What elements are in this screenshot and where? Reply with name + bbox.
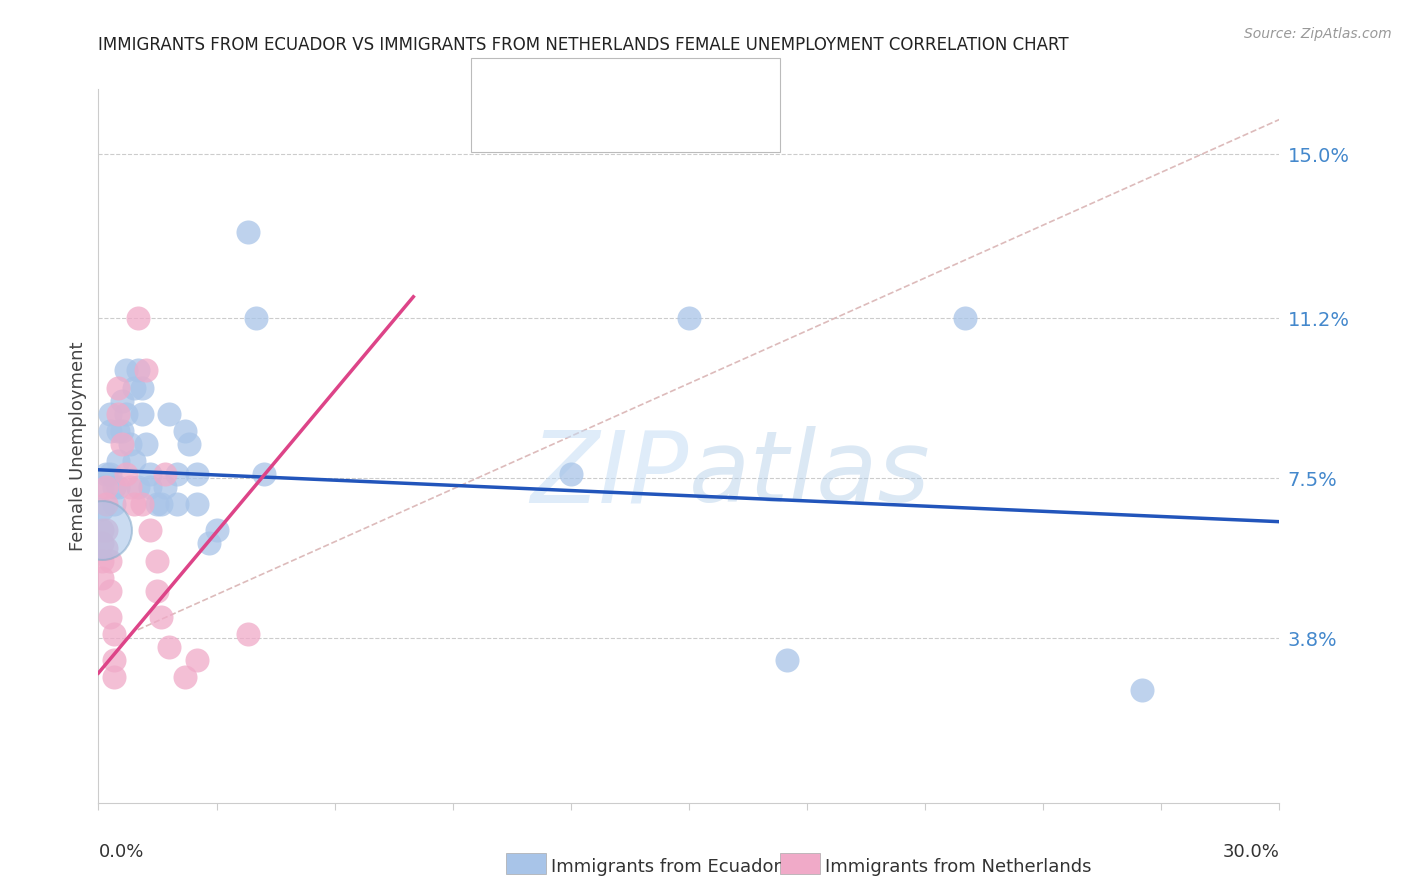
Point (197, 536, 219, 550)
Text: atlas: atlas (689, 426, 931, 523)
Point (115, 407, 138, 421)
Point (146, 497, 169, 511)
Point (166, 497, 188, 511)
Point (91, 536, 114, 550)
Point (174, 424, 197, 438)
Text: 0.0%: 0.0% (98, 843, 143, 861)
Point (166, 467, 188, 482)
Point (127, 311, 149, 326)
Point (245, 311, 267, 326)
Point (157, 407, 180, 421)
Point (103, 480, 125, 494)
Text: ZIP: ZIP (530, 426, 689, 523)
Point (98, 553, 121, 567)
Point (98, 407, 121, 421)
Point (96, 524, 118, 538)
Point (146, 583, 169, 598)
Text: Immigrants from Ecuador: Immigrants from Ecuador (551, 858, 782, 876)
Point (560, 467, 582, 482)
Text: Source: ZipAtlas.com: Source: ZipAtlas.com (1244, 27, 1392, 41)
Point (103, 670, 125, 684)
Point (98, 467, 121, 482)
Point (111, 424, 134, 438)
Point (186, 467, 208, 482)
Text: R =   0.426   N = 32: R = 0.426 N = 32 (534, 113, 717, 131)
Point (127, 363, 149, 377)
Point (253, 467, 276, 482)
Point (91, 501, 114, 516)
Point (138, 524, 160, 538)
Point (776, 653, 799, 667)
Point (131, 381, 153, 395)
Point (91, 524, 114, 538)
Point (96, 541, 118, 555)
Text: 30.0%: 30.0% (1223, 843, 1279, 861)
Point (96, 480, 118, 494)
Point (115, 363, 138, 377)
Point (678, 311, 700, 326)
Point (157, 640, 180, 654)
Point (150, 610, 173, 624)
Point (91, 571, 114, 585)
Point (115, 467, 138, 482)
Point (236, 627, 259, 641)
Point (135, 437, 157, 451)
Point (118, 480, 141, 494)
Point (146, 553, 169, 567)
Point (111, 437, 134, 451)
Point (122, 497, 145, 511)
Point (98, 610, 121, 624)
Point (127, 480, 149, 494)
Point (107, 480, 129, 494)
Point (107, 381, 129, 395)
Point (122, 381, 145, 395)
Point (103, 497, 125, 511)
Point (174, 670, 197, 684)
Point (103, 653, 125, 667)
Point (177, 437, 200, 451)
Point (96, 467, 118, 482)
Point (96, 497, 118, 511)
Text: Immigrants from Netherlands: Immigrants from Netherlands (825, 858, 1092, 876)
Point (236, 225, 259, 239)
Point (138, 480, 160, 494)
Point (107, 424, 129, 438)
Point (150, 497, 173, 511)
Text: IMMIGRANTS FROM ECUADOR VS IMMIGRANTS FROM NETHERLANDS FEMALE UNEMPLOYMENT CORRE: IMMIGRANTS FROM ECUADOR VS IMMIGRANTS FR… (98, 36, 1069, 54)
Point (953, 311, 976, 326)
Y-axis label: Female Unemployment: Female Unemployment (69, 342, 87, 550)
Point (155, 480, 177, 494)
Point (107, 454, 129, 468)
Point (131, 407, 153, 421)
Point (155, 467, 177, 482)
Point (107, 407, 129, 421)
Point (111, 393, 134, 408)
Point (122, 454, 145, 468)
Point (98, 424, 121, 438)
Point (131, 497, 153, 511)
Point (91, 480, 114, 494)
Point (98, 583, 121, 598)
Point (186, 497, 208, 511)
Text: R = -0.049   N = 45: R = -0.049 N = 45 (534, 81, 711, 99)
Point (118, 437, 141, 451)
Point (135, 363, 157, 377)
Point (205, 524, 228, 538)
Point (186, 653, 208, 667)
Point (138, 467, 160, 482)
Point (91, 553, 114, 567)
Point (91, 524, 114, 538)
Point (103, 627, 125, 641)
Point (1130, 683, 1153, 698)
